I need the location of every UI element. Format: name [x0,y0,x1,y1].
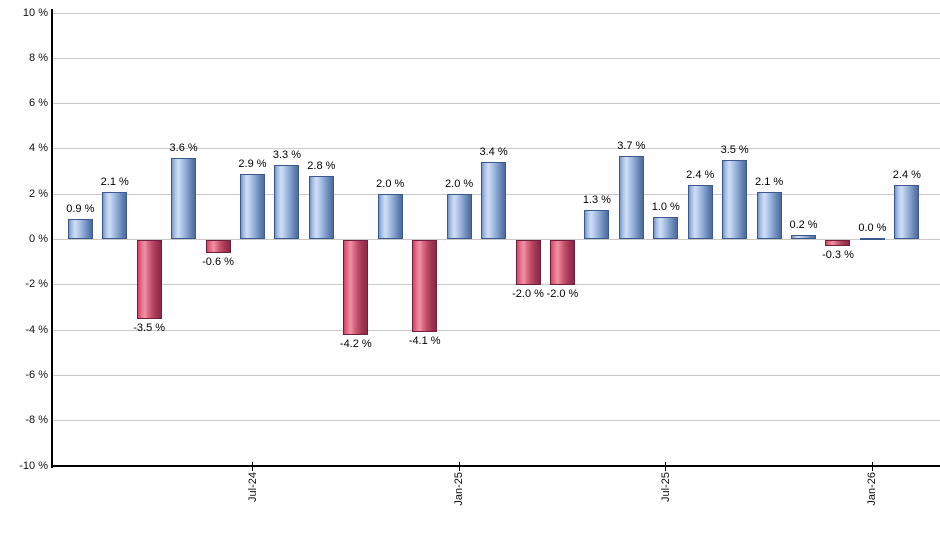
y-axis-label: -4 % [25,323,48,336]
bar-value-label: -4.2 % [339,337,372,350]
y-axis-label: -10 % [19,459,48,472]
bar-value-label: 2.1 % [755,175,784,188]
gridline [53,12,940,14]
bar-value-label: -2.0 % [512,287,544,300]
gridline [53,420,940,422]
x-axis-tick-label: Jan-25 [453,472,466,506]
x-axis-tick-label: Jul-24 [246,472,259,502]
bar-value-label: 1.3 % [582,194,611,207]
bar-value-label: -4.1 % [408,335,441,348]
y-axis-label: 10 % [22,6,48,19]
bar [825,239,851,247]
bar-value-label: 2.0 % [376,178,405,191]
bar [274,164,300,240]
bar-value-label: 2.4 % [892,169,921,182]
bar [791,234,817,240]
bar [343,239,369,335]
x-axis-line [51,465,940,467]
bar [102,191,128,240]
gridline [53,57,940,59]
bar-value-label: 2.4 % [686,169,715,182]
gridline [53,103,940,105]
y-axis-label: 4 % [29,142,48,155]
bar-value-label: -0.6 % [202,256,234,269]
bar [308,176,334,240]
bar [446,194,472,240]
bar-value-label: 3.5 % [720,144,749,157]
bar [653,216,679,240]
bar [205,239,231,254]
gridline [53,374,940,376]
x-axis-tick-label: Jan-26 [866,472,879,506]
bar [67,219,93,240]
bar-value-label: 2.9 % [238,157,267,170]
bar-value-label: 1.0 % [651,200,680,213]
bar-value-label: 3.3 % [272,148,301,161]
y-axis-label: -6 % [25,368,48,381]
bar [412,239,438,333]
bar [377,194,403,240]
bar [481,162,507,240]
bar [687,185,713,240]
bar-value-label: 3.4 % [479,146,508,159]
bar [859,238,885,240]
bar-value-label: 0.2 % [789,218,818,231]
bar [722,160,748,240]
bar-value-label: 2.0 % [445,178,474,191]
bar-value-label: 3.7 % [617,139,646,152]
y-axis-label: 0 % [29,233,48,245]
gridline [53,239,940,240]
gridline [53,148,940,150]
bar-value-label: 3.6 % [169,141,198,154]
bar-value-label: 0.9 % [66,203,95,216]
bar [171,157,197,240]
y-axis-line [51,9,53,468]
bar-value-label: 0.0 % [858,222,887,234]
y-axis-label: 2 % [29,187,48,200]
bar [549,239,575,285]
bar-value-label: -2.0 % [546,287,579,300]
gridline [53,284,940,286]
bar [515,239,541,285]
bar-value-label: 2.1 % [100,175,129,188]
y-axis-label: 8 % [29,51,48,64]
bar [756,191,782,240]
bar [618,155,644,240]
x-axis-tick-label: Jul-25 [659,472,672,502]
y-axis-label: -2 % [25,278,48,291]
bar-value-label: -3.5 % [133,321,166,334]
y-axis-label: -8 % [25,414,48,427]
bar [894,185,920,240]
y-axis-label: 6 % [29,97,48,110]
bar [240,173,265,240]
gridline [53,329,940,331]
bar-value-label: 2.8 % [307,160,336,173]
bar [584,210,610,240]
bar [136,239,162,319]
bar-value-label: -0.3 % [822,249,854,262]
